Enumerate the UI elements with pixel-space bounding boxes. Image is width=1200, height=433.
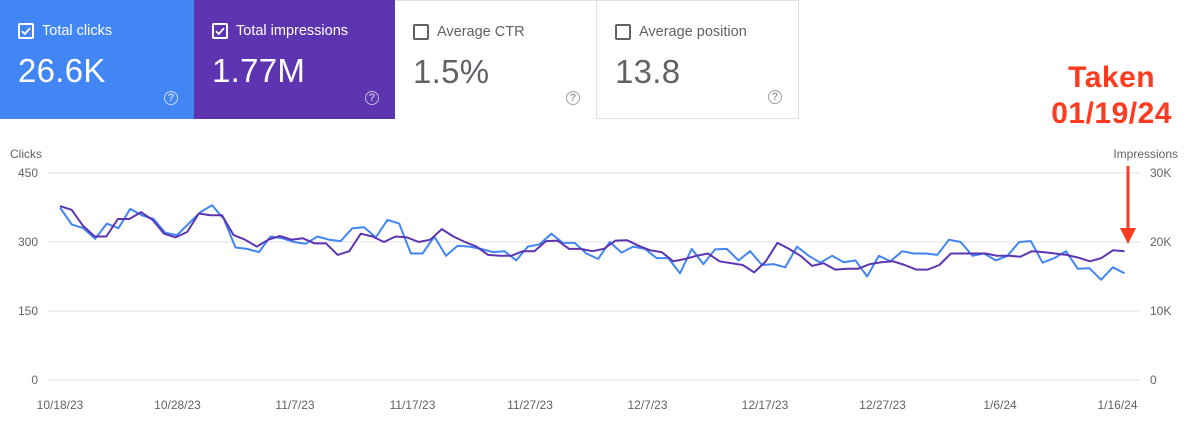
average-position-value: 13.8 [615,53,681,90]
y-right-tick-label: 20K [1150,235,1171,249]
x-tick-label: 1/16/24 [1097,398,1137,412]
x-tick-label: 11/17/23 [390,398,436,412]
help-icon[interactable]: ? [768,90,782,104]
average-ctr-card[interactable]: Average CTR 1.5% ? [395,0,597,119]
average-position-label: Average position [639,24,747,40]
x-tick-label: 10/18/23 [37,398,84,412]
y-right-tick-label: 30K [1150,166,1171,180]
y-left-tick-label: 0 [31,373,38,387]
help-icon[interactable]: ? [164,91,178,105]
annotation-line-2: 01/19/24 [1051,97,1172,130]
average-position-checkbox[interactable] [615,24,631,40]
taken-date-annotation: Taken 01/19/24 [1051,60,1172,132]
x-tick-label: 1/6/24 [983,398,1017,412]
y-left-tick-label: 450 [18,166,38,180]
help-icon[interactable]: ? [566,91,580,105]
average-ctr-header: Average CTR [413,23,596,41]
average-ctr-value: 1.5% [413,53,490,90]
total-clicks-card[interactable]: Total clicks 26.6K ? [0,0,194,119]
x-tick-label: 11/27/23 [507,398,553,412]
total-clicks-checkbox[interactable] [18,23,34,39]
average-position-header: Average position [615,23,798,41]
checkmark-icon [21,27,31,36]
impressions-series-line [59,205,1125,274]
checkmark-icon [215,27,225,36]
total-impressions-checkbox[interactable] [212,23,228,39]
x-tick-label: 12/7/23 [627,398,667,412]
average-ctr-checkbox[interactable] [413,24,429,40]
x-tick-label: 12/17/23 [742,398,789,412]
total-impressions-card[interactable]: Total impressions 1.77M ? [194,0,395,119]
clicks-series-line [59,204,1125,281]
y-left-axis-label: Clicks [10,147,42,161]
y-left-tick-label: 150 [18,304,38,318]
y-left-tick-label: 300 [18,235,38,249]
y-right-tick-label: 10K [1150,304,1171,318]
annotation-line-1: Taken [1068,61,1156,94]
total-impressions-label: Total impressions [236,23,349,39]
total-clicks-label: Total clicks [42,23,113,39]
y-right-tick-label: 0 [1150,373,1157,387]
metric-cards: Total clicks 26.6K ? Total impressions 1… [0,0,799,119]
x-tick-label: 12/27/23 [859,398,906,412]
average-position-card[interactable]: Average position 13.8 ? [597,0,799,119]
total-impressions-value: 1.77M [212,52,306,89]
total-clicks-value: 26.6K [18,52,106,89]
y-right-axis-label: Impressions [1113,147,1178,161]
help-icon[interactable]: ? [365,91,379,105]
annotation-arrow-head [1120,228,1136,244]
average-ctr-label: Average CTR [437,24,525,40]
total-impressions-header: Total impressions [212,22,395,40]
x-tick-label: 10/28/23 [154,398,201,412]
total-clicks-header: Total clicks [18,22,194,40]
x-tick-label: 11/7/23 [275,398,314,412]
